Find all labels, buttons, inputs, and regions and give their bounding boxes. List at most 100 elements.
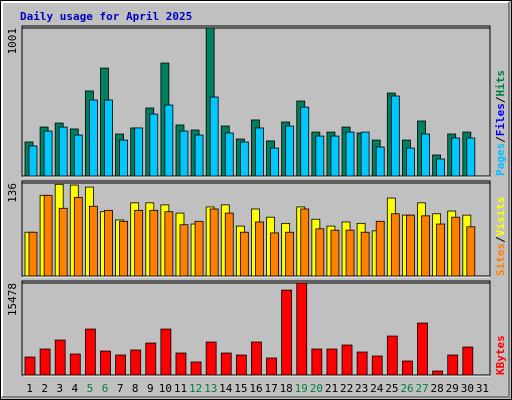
- bar: [360, 131, 370, 177]
- bar: [402, 360, 413, 376]
- x-tick-label: 20: [310, 382, 323, 395]
- x-tick-label: 6: [102, 382, 109, 395]
- x-tick-label: 3: [56, 382, 63, 395]
- legend-separator: /: [494, 96, 507, 103]
- chart-title: Daily usage for April 2025: [20, 10, 192, 23]
- x-tick-label: 4: [72, 382, 79, 395]
- bar: [73, 196, 83, 277]
- bar: [220, 352, 232, 376]
- bar: [100, 350, 111, 376]
- bar: [164, 104, 174, 177]
- x-tick-label: 31: [476, 382, 489, 395]
- bar: [375, 220, 385, 277]
- bar: [209, 208, 219, 277]
- bar: [360, 231, 370, 277]
- bar: [88, 99, 98, 177]
- legend: Sites/Visits: [494, 197, 507, 277]
- y-tick-label: 15478: [6, 283, 19, 316]
- bar: [73, 134, 83, 177]
- bar: [43, 194, 53, 277]
- bar: [406, 147, 415, 177]
- bar: [311, 348, 323, 376]
- bar: [345, 131, 355, 177]
- bar: [390, 95, 400, 177]
- bar: [451, 216, 461, 277]
- bar: [255, 221, 264, 277]
- bar: [104, 99, 113, 177]
- bar: [54, 339, 66, 376]
- bar: [300, 208, 310, 277]
- x-tick-label: 29: [446, 382, 459, 395]
- bar: [24, 356, 36, 376]
- bar: [134, 127, 144, 177]
- bar: [436, 158, 446, 177]
- legend: Pages/Files/Hits: [494, 70, 507, 176]
- x-tick-label: 28: [431, 382, 444, 395]
- bar: [451, 137, 461, 177]
- x-tick-label: 7: [117, 382, 124, 395]
- bar: [462, 346, 474, 376]
- x-tick-label: 26: [400, 382, 413, 395]
- bar: [436, 223, 446, 277]
- bar: [149, 209, 159, 277]
- bar: [266, 357, 277, 376]
- x-tick-label: 10: [159, 382, 172, 395]
- legend: KBytes: [494, 335, 507, 375]
- bar: [43, 130, 53, 177]
- bar: [447, 354, 459, 376]
- bar: [421, 215, 430, 277]
- bar: [255, 127, 264, 177]
- x-tick-label: 13: [204, 382, 217, 395]
- x-tick-label: 15: [234, 382, 247, 395]
- x-tick-label: 21: [325, 382, 338, 395]
- bar: [194, 134, 204, 177]
- bar: [270, 232, 279, 277]
- x-tick-label: 1: [26, 382, 33, 395]
- bar: [300, 106, 310, 177]
- bar: [28, 231, 38, 277]
- bar: [224, 132, 234, 177]
- legend-entry: Visits: [494, 197, 507, 237]
- legend-entry: Pages: [494, 143, 507, 176]
- bar: [432, 370, 444, 376]
- bar: [205, 341, 217, 376]
- bar: [285, 125, 295, 177]
- bar: [149, 113, 159, 177]
- bar: [235, 354, 247, 376]
- bar: [375, 146, 385, 177]
- x-tick-label: 24: [370, 382, 384, 395]
- x-tick-label: 19: [295, 382, 308, 395]
- bar: [281, 289, 293, 376]
- bar: [417, 322, 428, 376]
- bar: [330, 229, 340, 277]
- bar: [58, 207, 68, 277]
- bar: [315, 228, 325, 277]
- x-tick-label: 23: [355, 382, 368, 395]
- x-tick-label: 30: [461, 382, 474, 395]
- y-tick-label: 1001: [6, 28, 19, 55]
- bar: [421, 133, 430, 177]
- bar: [224, 212, 234, 277]
- x-tick-label: 8: [132, 382, 139, 395]
- bar: [119, 139, 128, 177]
- bar: [58, 126, 68, 177]
- bar: [371, 355, 383, 376]
- bar: [104, 209, 113, 277]
- x-tick-label: 14: [219, 382, 233, 395]
- bar: [296, 282, 308, 376]
- bar: [115, 354, 126, 376]
- bar: [130, 349, 142, 376]
- bar: [164, 211, 174, 277]
- bar: [194, 220, 204, 277]
- bar: [466, 137, 476, 177]
- x-tick-label: 25: [385, 382, 398, 395]
- bar: [190, 361, 202, 376]
- bar: [160, 328, 172, 376]
- x-tick-label: 11: [174, 382, 187, 395]
- bar: [330, 135, 340, 177]
- bar: [406, 214, 415, 277]
- y-tick-label: 136: [6, 183, 19, 203]
- bar: [134, 209, 144, 277]
